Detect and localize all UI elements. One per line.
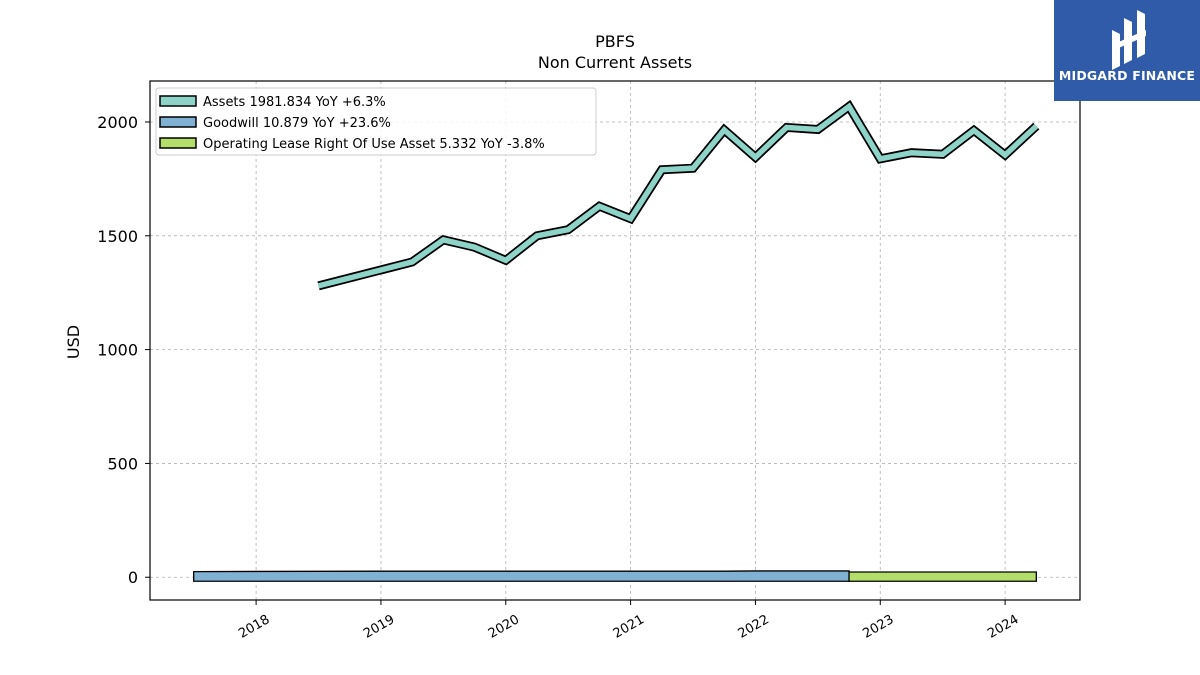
grid (150, 81, 1080, 600)
y-tick-label: 0 (128, 568, 138, 587)
x-tick-label: 2018 (236, 612, 272, 642)
logo-mark-icon (1112, 10, 1146, 70)
y-tick-label: 2000 (97, 113, 138, 132)
series-band-goodwill (193, 570, 850, 582)
series-layer (193, 99, 1040, 582)
legend-label: Goodwill 10.879 YoY +23.6% (203, 116, 391, 131)
ticks: 0 500 1000 1500 2000 2018 2019 2020 2021 2022 2023… (97, 113, 1021, 642)
plot-frame (149, 80, 1081, 601)
y-tick-label: 1500 (97, 227, 138, 246)
legend-swatch (159, 137, 197, 149)
legend-swatch (159, 95, 197, 107)
series-band-operating-lease-right-of-use-asset (848, 571, 1037, 582)
x-tick-label: 2019 (361, 612, 397, 642)
legend-swatch (159, 116, 197, 128)
y-tick-label: 1000 (97, 341, 138, 360)
x-tick-label: 2024 (985, 612, 1021, 642)
y-axis-label: USD (64, 325, 83, 359)
midgard-finance-logo: MIDGARD FINANCE (1054, 0, 1200, 101)
x-tick-label: 2022 (736, 612, 772, 642)
legend: Assets 1981.834 YoY +6.3% Goodwill 10.879… (155, 87, 597, 156)
x-tick-label: 2021 (611, 612, 647, 642)
series-line-assets (317, 102, 1039, 289)
legend-box (155, 87, 597, 156)
logo-text: MIDGARD FINANCE (1058, 68, 1196, 83)
chart-subtitle: Non Current Assets (538, 53, 692, 72)
x-tick-label: 2023 (860, 612, 896, 642)
legend-label: Assets 1981.834 YoY +6.3% (203, 95, 386, 110)
y-tick-label: 500 (107, 454, 138, 473)
legend-label: Operating Lease Right Of Use Asset 5.332… (203, 137, 545, 152)
chart-title: PBFS (595, 32, 635, 51)
x-tick-label: 2020 (486, 612, 522, 642)
